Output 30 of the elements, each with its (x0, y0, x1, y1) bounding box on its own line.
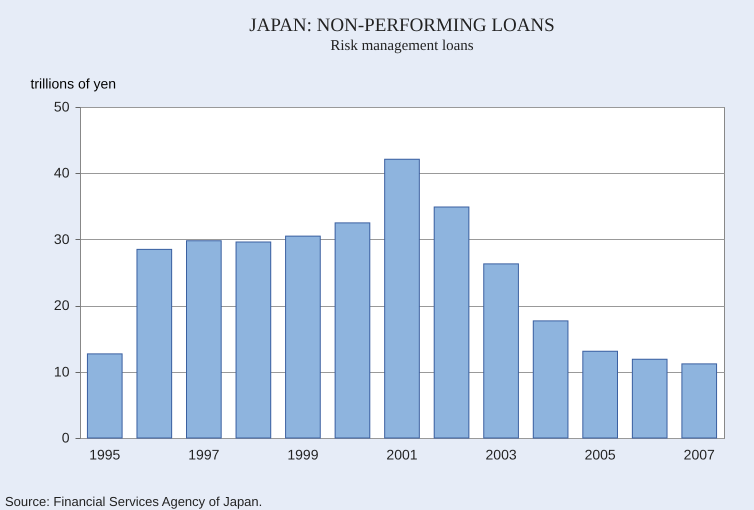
bar (136, 248, 172, 438)
bar (532, 320, 568, 438)
bar (285, 236, 321, 438)
y-tick-label: 10 (54, 363, 70, 380)
bar (434, 206, 470, 438)
x-tick-label: 1995 (89, 446, 121, 462)
bar (86, 353, 123, 438)
bar (681, 363, 718, 438)
bar (186, 240, 222, 438)
bar (582, 350, 618, 438)
x-tick-label: 2003 (486, 446, 517, 462)
bar (384, 158, 420, 438)
x-tick-label: 1999 (287, 446, 319, 462)
bar (334, 222, 370, 438)
chart-subtitle: Risk management loans (330, 38, 474, 54)
y-tick-label: 40 (54, 164, 70, 181)
x-tick-label: 2001 (386, 446, 418, 462)
x-tick-label: 1997 (188, 446, 220, 462)
bar (236, 242, 272, 438)
y-tick-label: 50 (54, 98, 70, 114)
y-tick-label: 30 (54, 230, 70, 247)
y-axis-title: trillions of yen (30, 76, 116, 92)
y-tick-label: 20 (54, 297, 70, 314)
bar (632, 358, 668, 438)
bar (483, 263, 519, 438)
x-tick-label: 2007 (684, 446, 716, 462)
x-tick-label: 2005 (584, 446, 616, 462)
source-note: Source: Financial Services Agency of Japan. (5, 494, 262, 509)
chart-title: JAPAN: NON-PERFORMING LOANS (249, 15, 555, 36)
y-tick-label: 0 (62, 430, 70, 446)
